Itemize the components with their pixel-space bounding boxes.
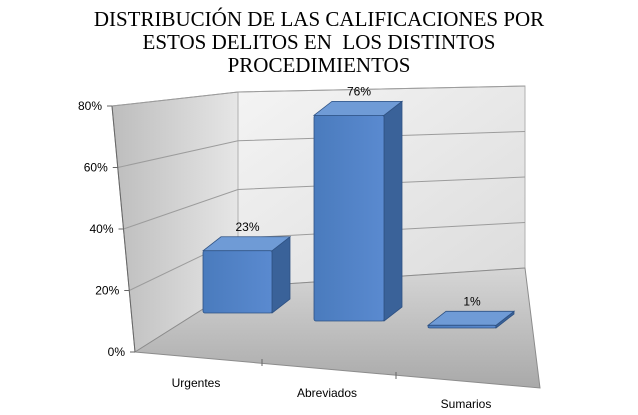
y-axis-line (111, 105, 136, 353)
gridline (123, 176, 526, 230)
y-tick-label: 40% (89, 222, 113, 236)
category-label: Abreviados (297, 386, 357, 400)
chart-title-line-1: DISTRIBUCIÓN DE LAS CALIFICACIONES POR (93, 7, 545, 31)
labels: 0% 20% 40% 60% 80% 23% 76% 1% Urgentes Abreviados… (78, 84, 491, 411)
category-label: Sumarios (441, 397, 492, 411)
bar (201, 235, 292, 314)
data-label: 23% (235, 220, 259, 234)
data-label: 76% (347, 84, 371, 98)
y-tick-label: 60% (84, 161, 108, 175)
gridlines (107, 85, 526, 379)
chart-title-line-2: ESTOS DELITOS EN LOS DISTINTOS (142, 30, 496, 54)
y-tick-label: 20% (95, 284, 119, 298)
gridline (117, 131, 526, 168)
y-tick-label: 0% (108, 345, 126, 359)
bar-side (383, 100, 403, 322)
data-label: 1% (463, 294, 481, 308)
bars (201, 100, 516, 329)
chart-title-line-3: PROCEDIMIENTOS (227, 53, 411, 77)
chart-title: DISTRIBUCIÓN DE LAS CALIFICACIONES POR E… (0, 8, 638, 77)
bar (426, 310, 516, 329)
bar (312, 100, 404, 322)
bar-front (202, 250, 273, 314)
gridline (111, 85, 526, 107)
category-label: Urgentes (172, 376, 221, 390)
bar-front (427, 324, 497, 329)
y-tick-label: 80% (78, 99, 102, 113)
bar-front (313, 114, 385, 322)
